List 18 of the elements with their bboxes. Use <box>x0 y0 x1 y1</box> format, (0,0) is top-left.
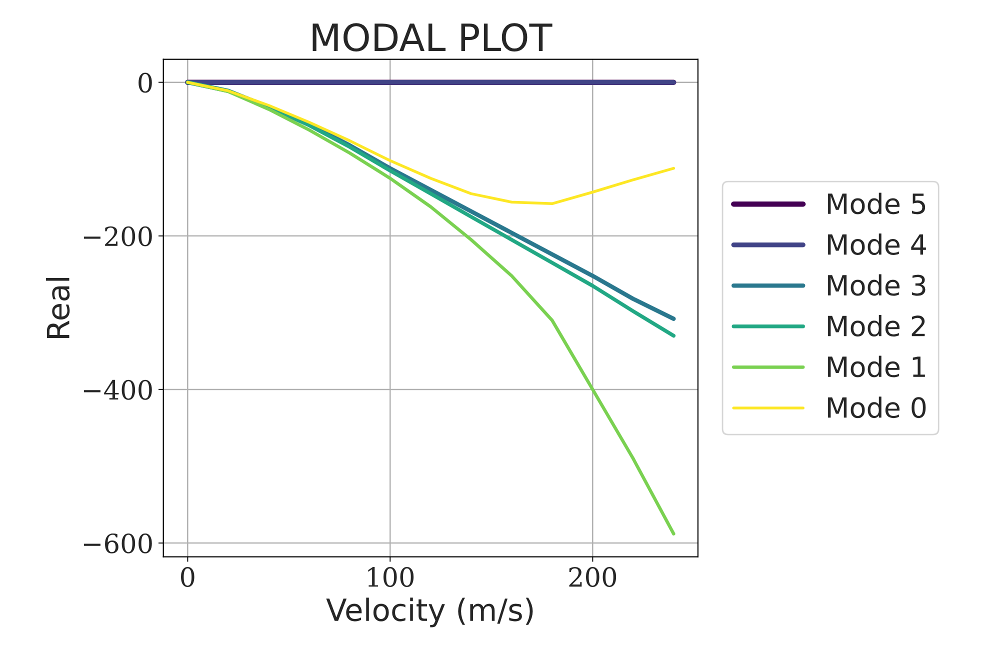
legend-label: Mode 3 <box>828 274 926 296</box>
x-tick-label: 100 <box>368 567 414 588</box>
x-axis-title: Velocity (m/s) <box>326 598 533 628</box>
y-axis-title: Real <box>46 278 70 338</box>
legend-label: Mode 2 <box>828 315 925 337</box>
y-tick-label: −400 <box>84 380 152 400</box>
y-tick-label: −600 <box>84 533 152 554</box>
legend-label: Mode 1 <box>828 356 925 378</box>
line-series <box>186 80 676 536</box>
y-tick-label: −200 <box>84 226 152 246</box>
y-tick-label: 0 <box>138 72 152 93</box>
line-series <box>186 80 676 206</box>
x-tick-label: 0 <box>180 567 194 588</box>
legend-label: Mode 4 <box>828 233 926 255</box>
chart-title: MODAL PLOT <box>312 23 552 52</box>
legend-label: Mode 0 <box>828 396 926 418</box>
x-tick-label: 200 <box>569 567 616 588</box>
legend-label: Mode 5 <box>828 192 926 214</box>
